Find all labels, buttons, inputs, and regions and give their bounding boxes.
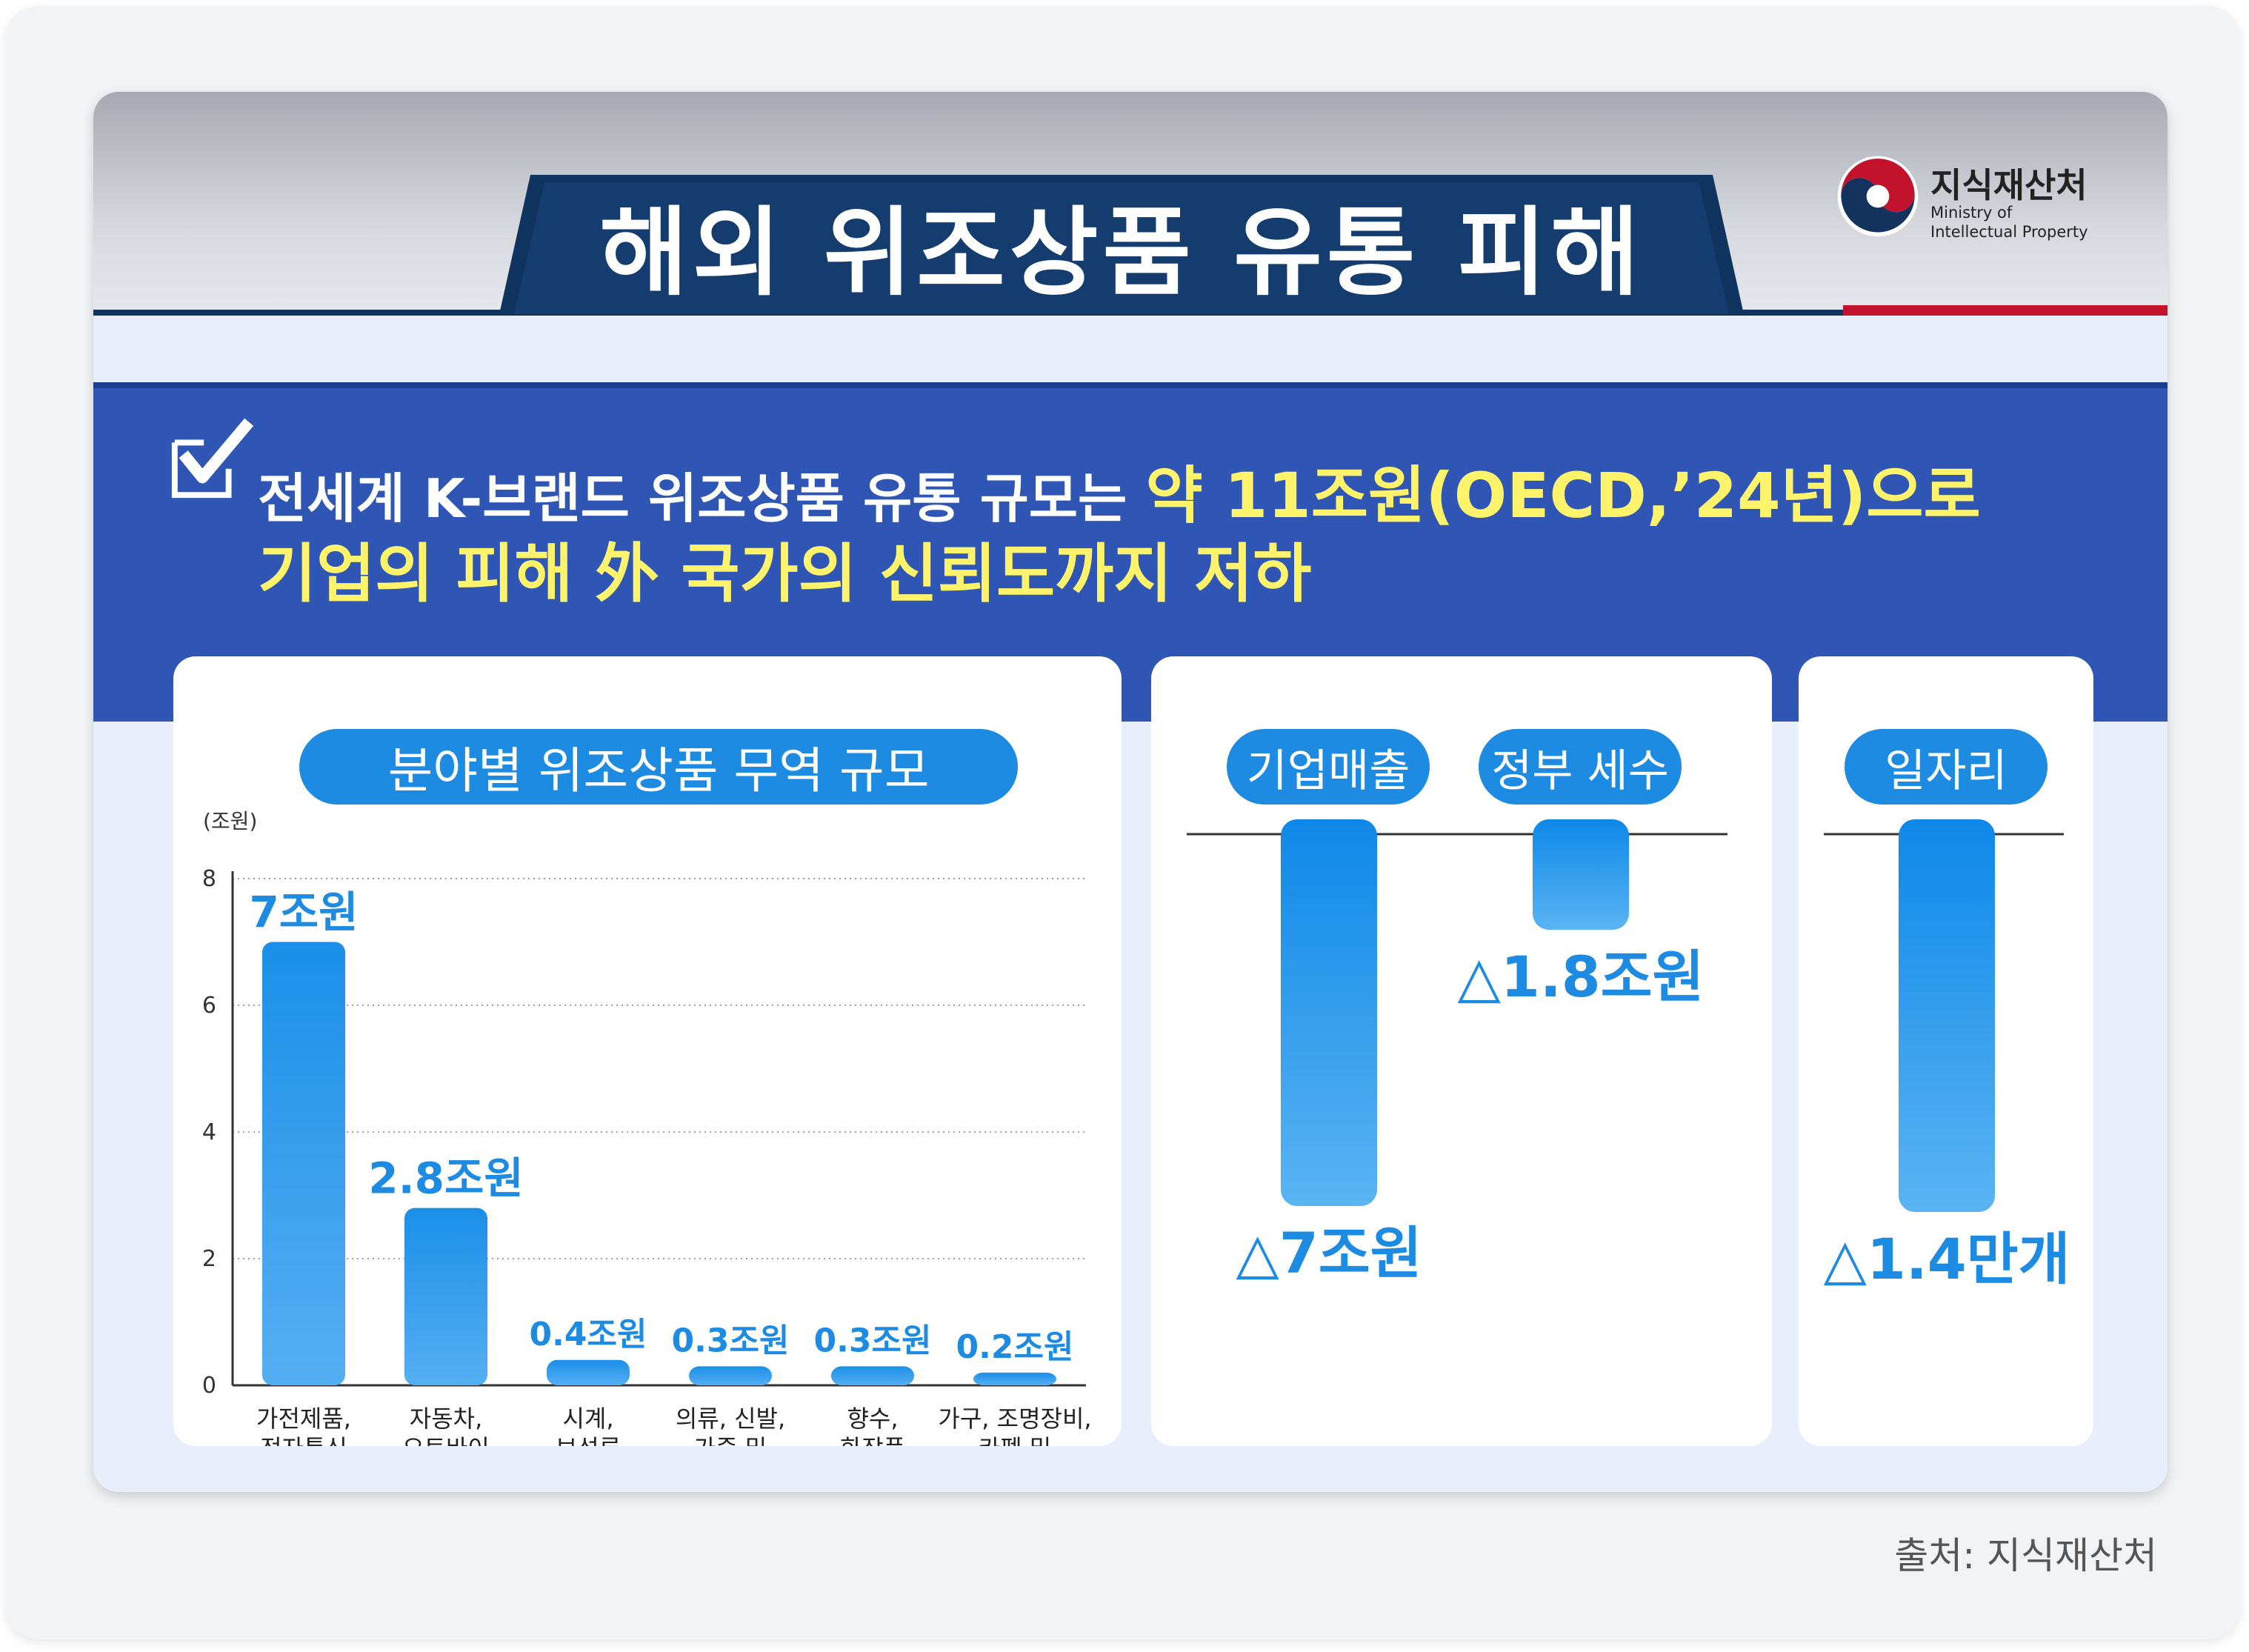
source-note: 출처: 지식재산처 — [1894, 1534, 2157, 1577]
headline-band-edge — [93, 382, 2168, 388]
bar-value-label: △7조원 — [1236, 1220, 1422, 1286]
jobs-bar-chart: △1.4만개 — [1824, 819, 2070, 1292]
bar — [689, 1366, 772, 1385]
sector-chart-title: 분야별 위조상품 무역 규모 — [299, 729, 1018, 805]
bar-value-label: 0.4조원 — [530, 1316, 647, 1353]
bar — [1533, 819, 1629, 930]
bar — [1281, 819, 1377, 1206]
x-tick-label: 가전제품, — [256, 1405, 351, 1433]
ministry-name: 지식재산처 — [1930, 165, 2088, 205]
y-tick-label: 0 — [202, 1373, 216, 1399]
ministry-english-line2: Intellectual Property — [1930, 223, 2088, 241]
ministry-logo: 지식재산처 Ministry of Intellectual Property — [1834, 153, 2116, 249]
x-tick-label: 오토바이 — [402, 1434, 490, 1446]
bar — [404, 1208, 487, 1385]
y-tick-label: 2 — [202, 1246, 216, 1272]
y-tick-label: 4 — [202, 1119, 216, 1145]
outer-frame: 해외 위조상품 유통 피해 지식재산처 Ministry of Intellec… — [6, 6, 2240, 1639]
y-tick-label: 6 — [202, 993, 216, 1019]
x-tick-label: 향수, — [847, 1405, 898, 1433]
bar — [1899, 819, 1995, 1212]
headline-prefix: 전세계 K-브랜드 위조상품 유통 규모는 — [258, 467, 1146, 530]
x-tick-label: 화장품 — [840, 1434, 905, 1446]
y-tick-label: 8 — [202, 866, 216, 892]
pill-tax-revenue: 정부 세수 — [1479, 729, 1682, 805]
x-tick-label: 가죽 및 — [694, 1434, 767, 1446]
bar-value-label: 0.3조원 — [672, 1322, 790, 1359]
y-axis-label: (조원) — [203, 809, 257, 833]
x-tick-label: 카펫 및 — [979, 1434, 1052, 1446]
ministry-english-line1: Ministry of — [1930, 204, 2013, 222]
bar-value-label: 0.2조원 — [956, 1328, 1074, 1366]
title-banner-inner — [514, 182, 1729, 314]
x-tick-label: 자동차, — [410, 1405, 483, 1433]
headline-line2: 기업의 피해 外 국가의 신뢰도까지 저하 — [258, 537, 1312, 611]
ministry-english: Ministry of Intellectual Property — [1930, 203, 2123, 242]
red-accent-bar — [1843, 305, 2168, 316]
bar-value-label: △1.4만개 — [1824, 1226, 2070, 1292]
page-title: 해외 위조상품 유통 피해 — [599, 196, 1644, 309]
bar — [547, 1359, 630, 1385]
impact-bar-chart: △7조원 △1.8조원 — [1187, 819, 1727, 1286]
x-tick-label: 보석류 — [556, 1434, 621, 1446]
bar — [262, 942, 345, 1385]
bar-value-label: 2.8조원 — [368, 1153, 523, 1204]
bar-value-label: 7조원 — [249, 887, 358, 938]
pill-jobs: 일자리 — [1845, 729, 2048, 805]
headline-highlight: 약 11조원(OECD,’24년)으로 — [1145, 459, 1981, 532]
infographic-card: 해외 위조상품 유통 피해 지식재산처 Ministry of Intellec… — [93, 92, 2168, 1492]
taegeuk-logo-icon — [1837, 156, 1919, 237]
headline-line1: 전세계 K-브랜드 위조상품 유통 규모는 약 11조원(OECD,’24년)으… — [258, 446, 1981, 536]
bar-value-label: 0.3조원 — [814, 1322, 932, 1359]
bar-value-label: △1.8조원 — [1458, 944, 1705, 1010]
x-tick-label: 가구, 조명장비, — [938, 1405, 1091, 1433]
x-tick-label: 의류, 신발, — [676, 1405, 785, 1433]
bar — [831, 1366, 914, 1385]
pill-corporate-revenue: 기업매출 — [1227, 729, 1430, 805]
x-tick-label: 시계, — [562, 1405, 613, 1433]
jobs-panel: 일자리 △1.4만개 — [1799, 656, 2093, 1446]
bar — [973, 1372, 1056, 1385]
check-box-icon — [171, 418, 254, 499]
x-tick-label: 전자통신 — [260, 1434, 347, 1446]
impact-panel: 기업매출 정부 세수 △7조원 △1.8조원 — [1151, 656, 1772, 1446]
